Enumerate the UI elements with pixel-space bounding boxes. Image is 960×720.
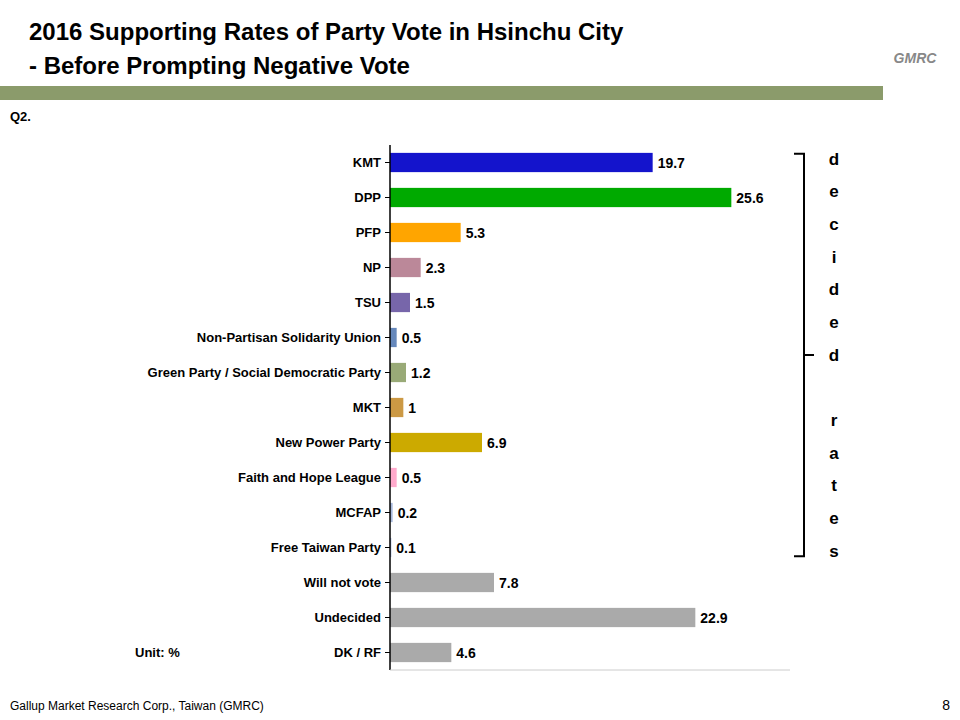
- bar: [390, 643, 451, 662]
- bar: [390, 258, 421, 277]
- bar: [390, 468, 397, 487]
- bar: [390, 573, 494, 592]
- bars: [390, 153, 731, 662]
- y-tick-label: DPP: [354, 190, 381, 205]
- bracket-letter: d: [829, 346, 839, 365]
- data-label: 0.2: [398, 505, 418, 521]
- unit-label: Unit: %: [135, 645, 180, 660]
- question-label: Q2.: [10, 109, 31, 124]
- y-tick-label: DK / RF: [334, 645, 381, 660]
- y-tick-label: PFP: [356, 225, 382, 240]
- bracket-letter: t: [831, 476, 837, 495]
- data-label: 2.3: [426, 260, 446, 276]
- chart: 2016 Supporting Rates of Party Vote in H…: [0, 0, 960, 720]
- y-tick-label: TSU: [355, 295, 381, 310]
- bracket-letter: e: [829, 313, 838, 332]
- y-tick-label: New Power Party: [276, 435, 382, 450]
- y-tick-label: Free Taiwan Party: [271, 540, 382, 555]
- logo-text: GMRC: [894, 50, 938, 66]
- data-label: 1.5: [415, 295, 435, 311]
- y-tick-label: Will not vote: [304, 575, 381, 590]
- bar: [390, 608, 695, 627]
- bracket: decidedrates: [794, 150, 839, 561]
- header-band: [0, 86, 883, 100]
- y-tick-label: Undecided: [315, 610, 382, 625]
- data-label: 22.9: [700, 610, 727, 626]
- y-tick-label: Faith and Hope League: [238, 470, 381, 485]
- bracket-letter: e: [829, 509, 838, 528]
- bracket-letter: d: [829, 280, 839, 299]
- bracket-letter: s: [829, 542, 838, 561]
- bar: [390, 363, 406, 382]
- data-label: 1: [408, 400, 416, 416]
- bar: [390, 328, 397, 347]
- y-tick-label: Non-Partisan Solidarity Union: [197, 330, 381, 345]
- subtitle: - Before Prompting Negative Vote: [29, 52, 410, 79]
- background: [0, 0, 960, 720]
- bracket-letter: i: [832, 248, 837, 267]
- bracket-letter: d: [829, 150, 839, 169]
- data-label: 6.9: [487, 435, 507, 451]
- bracket-letter: c: [829, 215, 838, 234]
- page-number: 8: [942, 697, 950, 713]
- bar: [390, 223, 461, 242]
- data-label: 0.1: [396, 540, 416, 556]
- y-tick-label: MCFAP: [336, 505, 382, 520]
- y-tick-label: MKT: [353, 400, 381, 415]
- bar: [390, 293, 410, 312]
- bar: [390, 433, 482, 452]
- data-label: 0.5: [402, 470, 422, 486]
- y-tick-label: Green Party / Social Democratic Party: [148, 365, 382, 380]
- bar: [390, 153, 653, 172]
- bar: [390, 188, 731, 207]
- data-label: 5.3: [466, 225, 486, 241]
- data-label: 0.5: [402, 330, 422, 346]
- bracket-letter: r: [831, 411, 838, 430]
- footer: Gallup Market Research Corp., Taiwan (GM…: [10, 699, 264, 713]
- data-label: 4.6: [456, 645, 476, 661]
- y-tick-label: NP: [363, 260, 381, 275]
- data-label: 1.2: [411, 365, 431, 381]
- bracket-line: [794, 154, 814, 557]
- data-label: 19.7: [658, 155, 685, 171]
- data-label: 7.8: [499, 575, 519, 591]
- bracket-letter: a: [829, 444, 839, 463]
- y-tick-label: KMT: [353, 155, 381, 170]
- title: 2016 Supporting Rates of Party Vote in H…: [29, 18, 624, 45]
- data-label: 25.6: [736, 190, 763, 206]
- y-axis-line: [389, 145, 391, 670]
- bracket-letter: e: [829, 182, 838, 201]
- bar: [390, 398, 403, 417]
- x-axis-line: [390, 670, 790, 671]
